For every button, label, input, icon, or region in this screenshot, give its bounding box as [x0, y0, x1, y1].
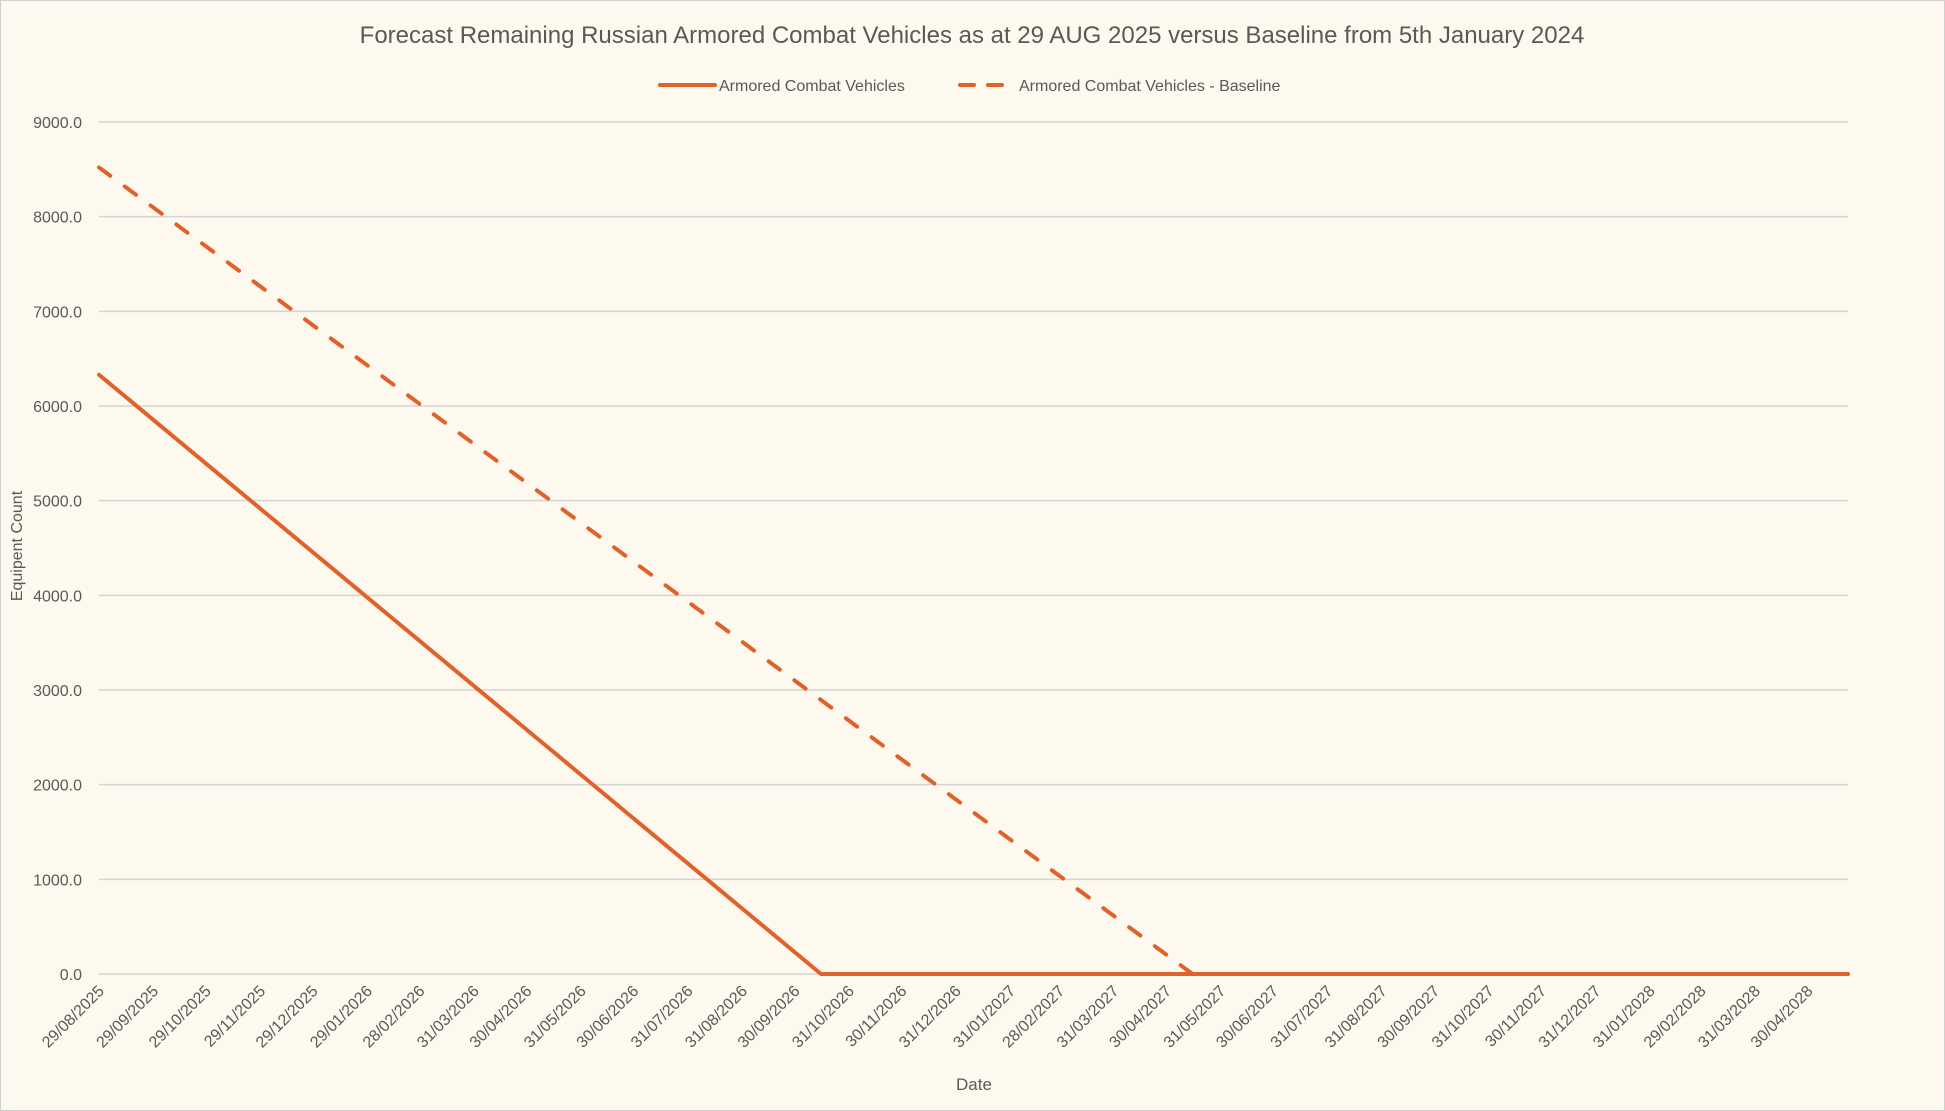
chart-title: Forecast Remaining Russian Armored Comba… [360, 22, 1585, 49]
y-tick-label: 2000.0 [33, 778, 82, 795]
y-tick-label: 8000.0 [33, 210, 82, 227]
legend-label: Armored Combat Vehicles [719, 78, 905, 95]
y-tick-label: 5000.0 [33, 494, 82, 511]
y-axis-title: Equipent Count [9, 490, 26, 601]
x-axis-title: Date [956, 1075, 992, 1094]
y-tick-label: 9000.0 [33, 115, 82, 132]
legend-label: Armored Combat Vehicles - Baseline [1019, 78, 1281, 95]
y-tick-label: 0.0 [60, 967, 82, 984]
series-line [97, 372, 1850, 976]
baseline-series-line [97, 165, 1195, 976]
y-tick-label: 1000.0 [33, 872, 82, 889]
y-tick-label: 7000.0 [33, 304, 82, 321]
legend: Armored Combat Vehicles Armored Combat Ve… [658, 78, 1281, 95]
y-tick-label: 6000.0 [33, 399, 82, 416]
y-tick-labels: 0.0 1000.0 2000.0 3000.0 4000.0 5000.0 6000.0 7… [33, 115, 82, 984]
x-tick-labels: 29/08/202529/09/202529/10/202529/11/2025… [39, 983, 1816, 1052]
gridlines [99, 121, 1848, 975]
y-tick-label: 3000.0 [33, 683, 82, 700]
series-lines [97, 165, 1850, 976]
y-tick-label: 4000.0 [33, 588, 82, 605]
